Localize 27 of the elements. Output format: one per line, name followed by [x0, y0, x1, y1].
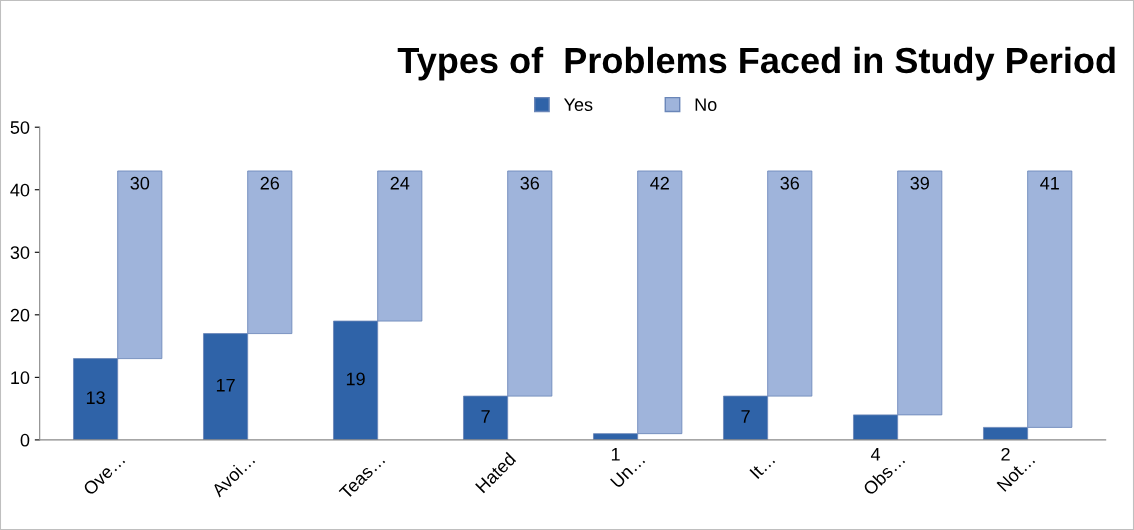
- legend-label: Yes: [563, 98, 593, 111]
- data-label: 30: [130, 176, 150, 190]
- data-label: 17: [216, 378, 235, 392]
- y-tick-label: 10: [11, 371, 30, 385]
- data-label: 7: [481, 410, 490, 423]
- data-label: 4: [870, 448, 881, 461]
- data-label: 26: [260, 176, 280, 190]
- data-label: 36: [520, 176, 540, 190]
- data-label: 24: [390, 176, 410, 190]
- y-tick-label: 0: [20, 433, 30, 447]
- data-label: 39: [910, 176, 929, 190]
- x-tick-label: It…: [749, 453, 776, 480]
- data-label: 36: [780, 176, 800, 190]
- data-label: 42: [650, 176, 669, 190]
- y-tick-label: 30: [10, 246, 30, 259]
- data-label: 41: [1040, 176, 1059, 190]
- x-tick-label: Un…: [610, 460, 646, 489]
- data-label: 13: [86, 391, 105, 405]
- y-tick-label: 20: [10, 308, 30, 322]
- data-label: 1: [611, 448, 620, 461]
- chart-title: Types of Problems Faced in Study Period: [397, 46, 1115, 81]
- y-tick-label: 50: [10, 121, 30, 134]
- legend-label: No: [695, 98, 717, 111]
- data-label: 2: [1001, 447, 1010, 461]
- data-label: 19: [346, 372, 365, 386]
- y-tick-label: 40: [10, 183, 30, 197]
- data-label: 7: [741, 410, 750, 423]
